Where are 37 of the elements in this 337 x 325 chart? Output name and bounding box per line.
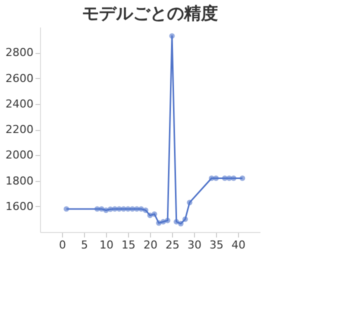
- point: [164, 218, 170, 224]
- point: [213, 175, 219, 181]
- x-tick-label: 30: [188, 238, 202, 252]
- point: [226, 175, 232, 181]
- point: [208, 175, 214, 181]
- point: [160, 219, 166, 224]
- point: [147, 212, 153, 218]
- point: [169, 33, 175, 39]
- y-tick-label: 2200: [6, 123, 34, 136]
- x-tick-label: 25: [166, 238, 180, 252]
- point: [230, 175, 236, 181]
- x-tick-label: 0: [59, 238, 66, 252]
- y-tick-label: 2600: [6, 72, 34, 85]
- point: [98, 206, 104, 212]
- chart-title: モデルごとの精度: [82, 4, 218, 24]
- point: [240, 175, 246, 181]
- y-tick-label: 2000: [6, 148, 34, 162]
- point: [108, 206, 114, 212]
- x-tick-label: 15: [122, 238, 136, 252]
- y-tick-label: 2400: [6, 97, 34, 110]
- point: [138, 206, 144, 212]
- y-tick-label: 1800: [6, 174, 34, 188]
- x-tick-label: 35: [210, 238, 224, 252]
- point: [186, 200, 192, 206]
- point: [64, 206, 70, 212]
- x-tick-label: 20: [144, 238, 158, 252]
- point: [178, 220, 184, 226]
- point: [103, 207, 109, 213]
- point: [174, 219, 180, 224]
- x-tick-label: 40: [232, 238, 246, 252]
- y-tick-label: 2800: [6, 46, 34, 60]
- x-tick-label: 10: [100, 238, 114, 252]
- point: [182, 216, 188, 222]
- point: [142, 207, 148, 213]
- y-tick-label: 1600: [6, 200, 34, 213]
- point: [152, 211, 158, 217]
- x-tick-label: 5: [81, 238, 88, 252]
